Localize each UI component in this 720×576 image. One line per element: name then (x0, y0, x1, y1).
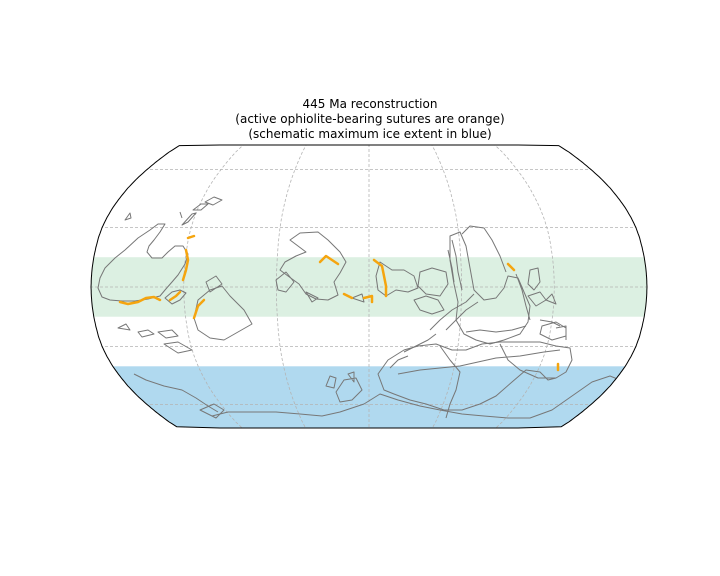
coastline-gondwana-south (377, 341, 573, 411)
suture-laurentia-southeast (168, 290, 182, 302)
ice-extent-band (91, 366, 647, 428)
suture-central-south (342, 292, 354, 300)
coastline-gondwana-highlands (461, 225, 507, 273)
suture-caledonian (192, 298, 206, 320)
coastline-gondwana-north (449, 231, 531, 345)
coastline-antarctic-margin (211, 375, 621, 419)
map-subtitle-sutures: (active ophiolite-bearing sutures are or… (235, 112, 505, 126)
meridian-line (183, 145, 271, 428)
suture-northern-arc (186, 234, 196, 240)
map-subtitle-ice: (schematic maximum ice extent in blue) (248, 127, 492, 141)
meridian-line (467, 145, 555, 428)
coastline-baltica-south (193, 275, 253, 341)
active-sutures (118, 234, 560, 372)
map-content (91, 145, 647, 428)
suture-central-arc (362, 294, 374, 304)
map-boundary (90, 144, 648, 429)
coastline-eastern-belts (447, 239, 567, 340)
suture-north-china (372, 258, 388, 298)
coastline-laurentia-islands (124, 196, 223, 226)
suture-gondwana-margin (506, 262, 516, 272)
graticule (91, 145, 647, 428)
coastline-siberia (279, 231, 347, 301)
coastline-southern-internal-lines (389, 293, 561, 419)
suture-appalachian (181, 248, 190, 282)
coastline-south-west-terranes (133, 371, 363, 419)
coastline-gondwana-east (527, 267, 567, 341)
coastlines (97, 196, 621, 419)
coastline-north-china-block (375, 261, 419, 297)
coastline-small-west-islands (117, 323, 193, 354)
coastline-south-china-block (413, 267, 449, 315)
coastline-laurentia-southeast (164, 289, 187, 305)
map-title: 445 Ma reconstruction (302, 97, 438, 111)
suture-laurentia-south (118, 295, 162, 306)
suture-siberia-north (318, 254, 340, 266)
